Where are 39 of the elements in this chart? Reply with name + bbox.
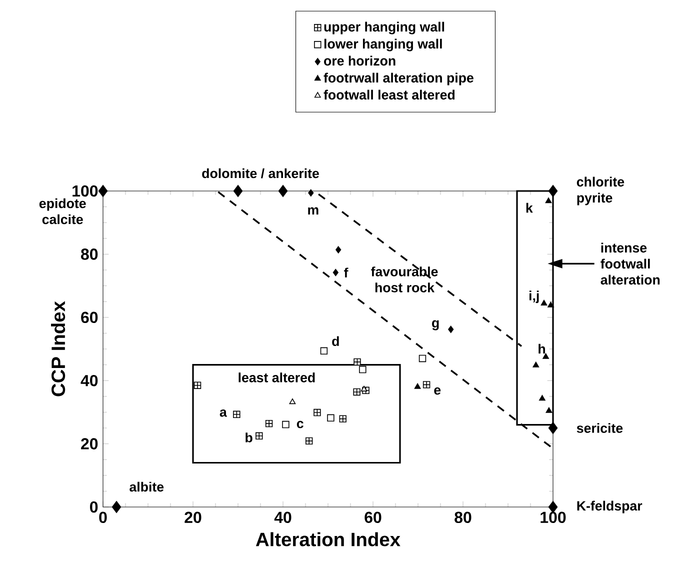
text: intense footwall alteration [600,242,660,285]
annotation: e [434,387,441,395]
annotation: g [432,320,439,330]
legend-label: footrwall alteration pipe [324,72,474,86]
annotation: i,j [529,290,539,304]
annotation: c [296,420,304,428]
text: dolomite / ankerite [202,168,319,178]
x-tick-label: 0 [99,512,107,524]
x-tick-label: 60 [364,512,382,524]
legend-label: lower hanging wall [324,38,442,52]
annotation: favourable host rock [371,266,438,292]
annotation: m [308,207,318,214]
annotation: K-feldspar [577,500,642,514]
annotation: b [246,432,252,442]
annotation: k [526,202,533,213]
y-axis-title: CCP Index [51,301,66,396]
y-tick-label: 0 [90,501,98,513]
annotation: sericite [576,423,623,433]
annotation: h [538,344,546,354]
y-tick-label: 80 [80,248,98,260]
x-tick-label: 40 [274,512,292,524]
annotation: f [344,268,348,278]
y-tick-label: 20 [81,438,98,450]
x-axis-title: Alteration Index [256,532,400,546]
legend-label: footwall least altered [324,90,455,100]
x-tick-label: 80 [454,512,472,524]
annotation: d [332,336,339,346]
x-tick-label: 100 [540,512,566,524]
annotation: least altered [238,372,315,382]
x-tick-label: 20 [184,512,202,524]
annotation: albite [130,482,164,492]
annotation: epidote calcite [39,198,86,224]
legend-label: ore horizon [324,56,396,66]
annotation: a [220,410,227,417]
legend-label: upper hanging wall [324,22,444,34]
y-tick-label: 40 [80,374,98,386]
y-tick-label: 100 [72,185,98,197]
y-tick-label: 60 [81,312,98,324]
annotation: chlorite pyrite [576,176,624,206]
